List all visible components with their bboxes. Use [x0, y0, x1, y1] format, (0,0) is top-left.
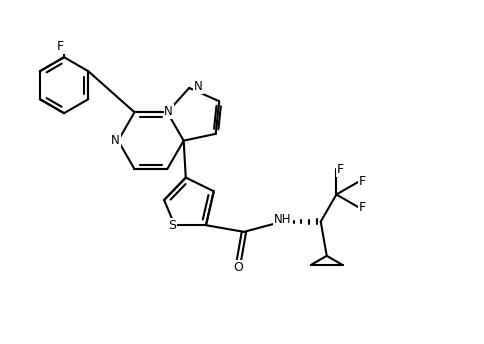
Text: S: S [168, 219, 176, 232]
Text: O: O [233, 261, 243, 274]
Text: F: F [57, 40, 64, 53]
Text: F: F [358, 175, 365, 189]
Text: F: F [358, 201, 365, 214]
Text: NH: NH [273, 213, 290, 226]
Text: N: N [194, 80, 202, 94]
Text: F: F [336, 163, 343, 176]
Text: N: N [164, 105, 173, 118]
Text: N: N [111, 134, 120, 147]
